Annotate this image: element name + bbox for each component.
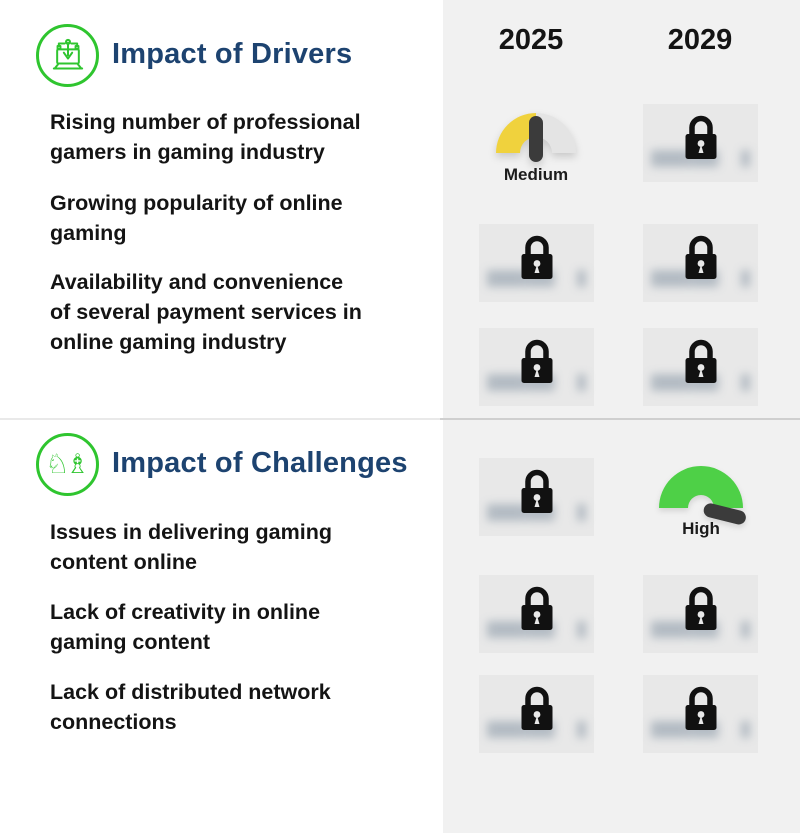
locked-value-tile [643, 675, 758, 753]
gaming-download-icon [52, 38, 83, 69]
impact-gauge-medium: Medium [476, 111, 596, 185]
padlock-icon [685, 235, 716, 279]
challenges-section-icon: ♘♗ [36, 433, 99, 496]
locked-value-tile [479, 458, 594, 536]
driver-item-2: Growing popularity of online gaming [50, 188, 435, 248]
challenge-item-3-line-1: Lack of distributed network [50, 680, 331, 704]
drivers-section-title: Impact of Drivers [112, 38, 353, 70]
padlock-icon [685, 115, 716, 159]
locked-value-tile [479, 675, 594, 753]
padlock-icon [521, 469, 552, 513]
gauge-level-label-medium: Medium [503, 165, 569, 184]
challenge-item-2-line-1: Lack of creativity in online [50, 600, 321, 624]
challenge-item-1-line-2: content online [50, 550, 197, 574]
locked-value-tile [643, 575, 758, 653]
driver-item-3-line-2: of several payment services in [50, 300, 362, 324]
column-header-2029: 2029 [667, 24, 733, 56]
challenge-item-1-line-1: Issues in delivering gaming [50, 520, 332, 544]
driver-item-1-line-1: Rising number of professional [50, 110, 361, 134]
drivers-section-icon [36, 24, 99, 87]
challenges-section-title: Impact of Challenges [112, 447, 408, 479]
challenge-item-3: Lack of distributed network connections [50, 677, 435, 737]
gauge-needle [529, 116, 543, 162]
gauge-level-label-high: High [682, 519, 720, 538]
padlock-icon [521, 686, 552, 730]
driver-item-1: Rising number of professional gamers in … [50, 107, 435, 167]
padlock-icon [685, 686, 716, 730]
locked-value-tile [643, 104, 758, 182]
driver-item-3: Availability and convenience of several … [50, 267, 435, 357]
driver-item-1-line-2: gamers in gaming industry [50, 140, 325, 164]
chess-pieces-icon: ♘♗ [45, 449, 89, 480]
column-header-2025: 2025 [498, 24, 564, 56]
gauge-dial-high [659, 466, 746, 525]
driver-item-3-line-1: Availability and convenience [50, 270, 344, 294]
padlock-icon [685, 339, 716, 383]
challenge-item-2-line-2: gaming content [50, 630, 211, 654]
padlock-icon [521, 586, 552, 630]
driver-item-2-line-1: Growing popularity of online [50, 191, 343, 215]
challenge-item-3-line-2: connections [50, 710, 177, 734]
challenge-item-1: Issues in delivering gaming content onli… [50, 517, 435, 577]
padlock-icon [521, 339, 552, 383]
gauge-dial-medium [496, 113, 576, 162]
driver-item-3-line-3: online gaming industry [50, 330, 287, 354]
section-divider [0, 418, 800, 420]
driver-item-2-line-2: gaming [50, 221, 127, 245]
padlock-icon [521, 235, 552, 279]
gauge-needle [703, 503, 746, 525]
challenge-item-2: Lack of creativity in online gaming cont… [50, 597, 435, 657]
locked-value-tile [479, 328, 594, 406]
impact-gauge-high: High [641, 462, 761, 539]
locked-value-tile [479, 224, 594, 302]
locked-value-tile [643, 328, 758, 406]
padlock-icon [685, 586, 716, 630]
locked-value-tile [643, 224, 758, 302]
locked-value-tile [479, 575, 594, 653]
